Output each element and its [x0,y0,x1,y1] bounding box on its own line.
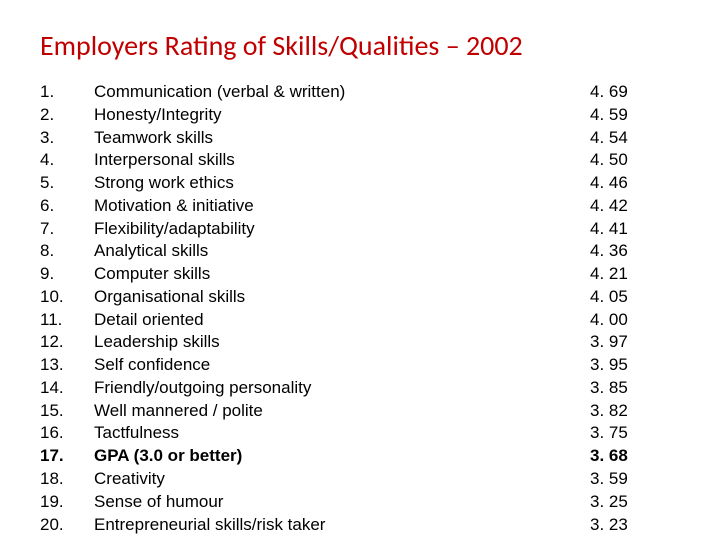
skill-cell: GPA (3.0 or better) [94,445,590,468]
skill-cell: Computer skills [94,263,590,286]
skill-cell: Leadership skills [94,331,590,354]
skill-cell: Analytical skills [94,240,590,263]
rank-column: 1.2.3.4.5.6.7.8.9.10.11.12.13.14.15.16.1… [40,81,94,536]
rank-cell: 14. [40,377,94,400]
score-cell: 3. 95 [590,354,680,377]
score-column: 4. 694. 594. 544. 504. 464. 424. 414. 36… [590,81,680,536]
score-cell: 3. 97 [590,331,680,354]
rank-cell: 4. [40,149,94,172]
skill-cell: Self confidence [94,354,590,377]
rank-cell: 18. [40,468,94,491]
rank-cell: 17. [40,445,94,468]
rank-cell: 16. [40,422,94,445]
score-cell: 3. 75 [590,422,680,445]
score-cell: 3. 25 [590,491,680,514]
rank-cell: 13. [40,354,94,377]
score-cell: 4. 41 [590,218,680,241]
rank-cell: 15. [40,400,94,423]
rank-cell: 11. [40,309,94,332]
skill-cell: Organisational skills [94,286,590,309]
skill-cell: Motivation & initiative [94,195,590,218]
score-cell: 4. 36 [590,240,680,263]
page-title: Employers Rating of Skills/Qualities – 2… [40,28,680,63]
rank-cell: 1. [40,81,94,104]
skill-cell: Communication (verbal & written) [94,81,590,104]
score-cell: 4. 42 [590,195,680,218]
score-cell: 4. 21 [590,263,680,286]
score-cell: 3. 85 [590,377,680,400]
skill-cell: Friendly/outgoing personality [94,377,590,400]
score-cell: 3. 59 [590,468,680,491]
score-cell: 4. 46 [590,172,680,195]
score-cell: 4. 00 [590,309,680,332]
rank-cell: 5. [40,172,94,195]
rank-cell: 6. [40,195,94,218]
score-cell: 4. 59 [590,104,680,127]
score-cell: 3. 82 [590,400,680,423]
skill-cell: Interpersonal skills [94,149,590,172]
rank-cell: 3. [40,127,94,150]
skill-cell: Well mannered / polite [94,400,590,423]
skill-cell: Teamwork skills [94,127,590,150]
rank-cell: 12. [40,331,94,354]
rank-cell: 20. [40,514,94,537]
skill-cell: Detail oriented [94,309,590,332]
score-cell: 4. 50 [590,149,680,172]
score-cell: 4. 54 [590,127,680,150]
skill-cell: Creativity [94,468,590,491]
skill-cell: Entrepreneurial skills/risk taker [94,514,590,537]
skill-cell: Sense of humour [94,491,590,514]
skill-cell: Flexibility/adaptability [94,218,590,241]
rank-cell: 7. [40,218,94,241]
rank-cell: 10. [40,286,94,309]
score-cell: 3. 23 [590,514,680,537]
rank-cell: 19. [40,491,94,514]
skill-cell: Strong work ethics [94,172,590,195]
score-cell: 4. 05 [590,286,680,309]
skill-cell: Honesty/Integrity [94,104,590,127]
ratings-table: 1.2.3.4.5.6.7.8.9.10.11.12.13.14.15.16.1… [40,81,680,536]
score-cell: 4. 69 [590,81,680,104]
rank-cell: 8. [40,240,94,263]
skill-cell: Tactfulness [94,422,590,445]
rank-cell: 9. [40,263,94,286]
skill-column: Communication (verbal & written)Honesty/… [94,81,590,536]
score-cell: 3. 68 [590,445,680,468]
rank-cell: 2. [40,104,94,127]
